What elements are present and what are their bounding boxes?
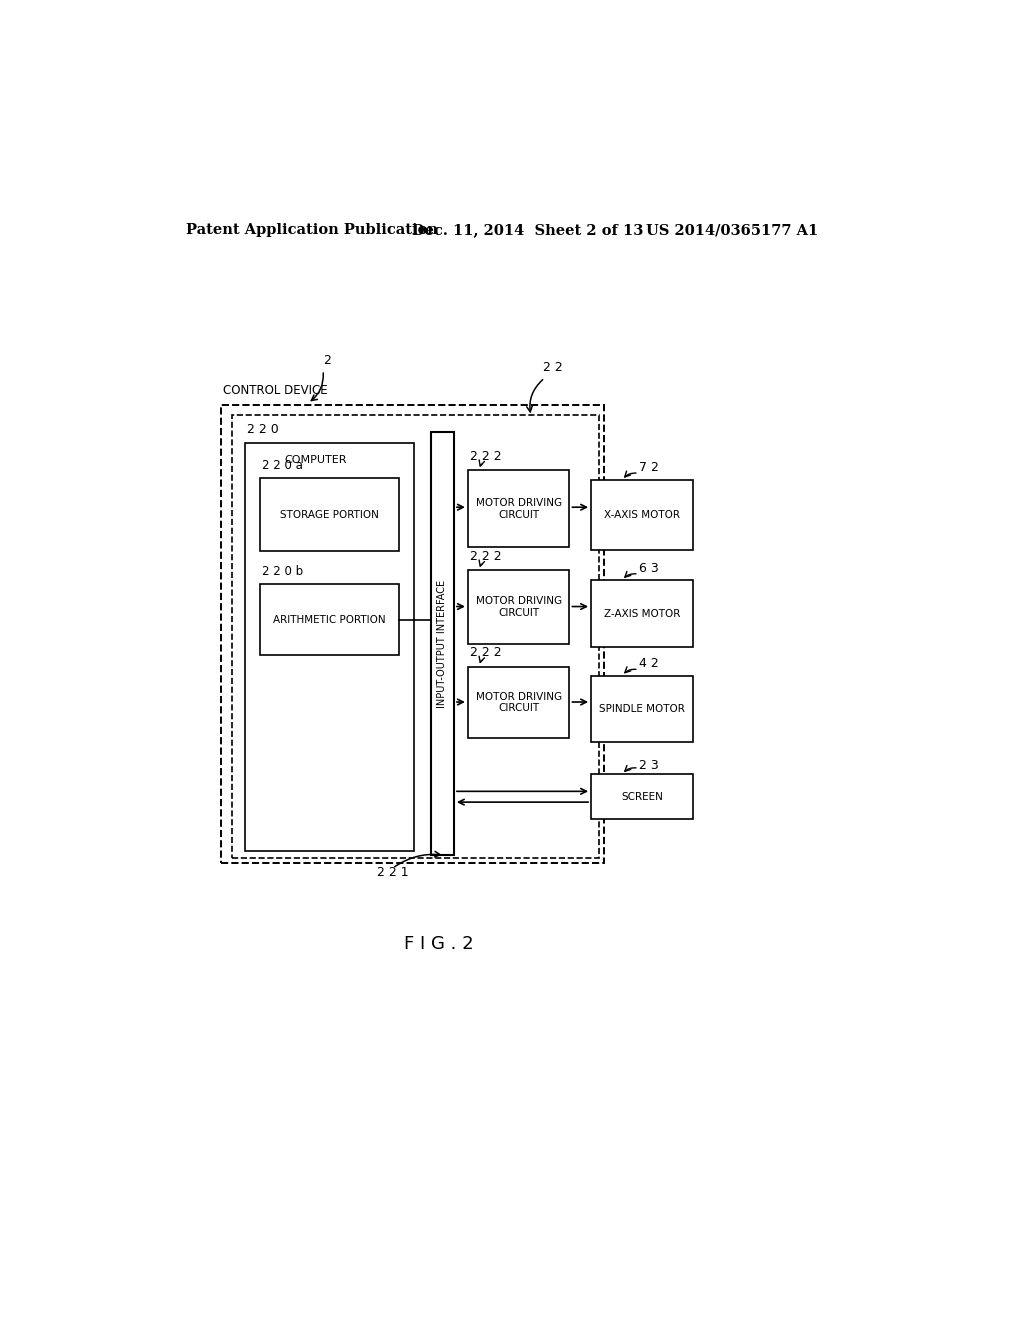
FancyBboxPatch shape bbox=[468, 667, 569, 738]
FancyBboxPatch shape bbox=[591, 676, 692, 742]
Text: Z-AXIS MOTOR: Z-AXIS MOTOR bbox=[604, 609, 680, 619]
Text: US 2014/0365177 A1: US 2014/0365177 A1 bbox=[646, 223, 819, 238]
Text: MOTOR DRIVING
CIRCUIT: MOTOR DRIVING CIRCUIT bbox=[475, 597, 562, 618]
Text: 4 2: 4 2 bbox=[639, 657, 658, 671]
FancyBboxPatch shape bbox=[591, 581, 692, 647]
Text: 2 2 2: 2 2 2 bbox=[470, 550, 502, 564]
Text: 6 3: 6 3 bbox=[639, 561, 658, 574]
Text: X-AXIS MOTOR: X-AXIS MOTOR bbox=[604, 510, 680, 520]
Text: STORAGE PORTION: STORAGE PORTION bbox=[280, 510, 379, 520]
Text: COMPUTER: COMPUTER bbox=[285, 455, 347, 465]
Text: 2 2 2: 2 2 2 bbox=[470, 450, 502, 463]
Text: F I G . 2: F I G . 2 bbox=[403, 935, 473, 953]
Text: MOTOR DRIVING
CIRCUIT: MOTOR DRIVING CIRCUIT bbox=[475, 498, 562, 520]
FancyBboxPatch shape bbox=[591, 775, 692, 818]
Text: ARITHMETIC PORTION: ARITHMETIC PORTION bbox=[273, 615, 385, 624]
Text: 2 2 0: 2 2 0 bbox=[247, 422, 279, 436]
FancyBboxPatch shape bbox=[260, 478, 398, 552]
Text: Patent Application Publication: Patent Application Publication bbox=[186, 223, 438, 238]
Text: 2: 2 bbox=[323, 354, 331, 367]
Text: 2 2 0 b: 2 2 0 b bbox=[262, 565, 303, 578]
Text: 2 2 0 a: 2 2 0 a bbox=[262, 459, 303, 473]
FancyBboxPatch shape bbox=[431, 432, 454, 855]
Text: MOTOR DRIVING
CIRCUIT: MOTOR DRIVING CIRCUIT bbox=[475, 692, 562, 713]
Text: 2 2 2: 2 2 2 bbox=[470, 647, 502, 659]
Text: SCREEN: SCREEN bbox=[621, 792, 663, 801]
Text: 7 2: 7 2 bbox=[639, 461, 658, 474]
FancyBboxPatch shape bbox=[591, 480, 692, 549]
Text: 2 3: 2 3 bbox=[639, 759, 658, 772]
FancyBboxPatch shape bbox=[260, 585, 398, 655]
Text: 2 2: 2 2 bbox=[543, 362, 562, 375]
Text: Dec. 11, 2014  Sheet 2 of 13: Dec. 11, 2014 Sheet 2 of 13 bbox=[412, 223, 643, 238]
Text: CONTROL DEVICE: CONTROL DEVICE bbox=[223, 384, 328, 397]
FancyBboxPatch shape bbox=[468, 570, 569, 644]
FancyBboxPatch shape bbox=[468, 470, 569, 548]
Text: SPINDLE MOTOR: SPINDLE MOTOR bbox=[599, 704, 685, 714]
Text: INPUT-OUTPUT INTERFACE: INPUT-OUTPUT INTERFACE bbox=[437, 579, 447, 708]
Text: 2 2 1: 2 2 1 bbox=[377, 866, 409, 879]
